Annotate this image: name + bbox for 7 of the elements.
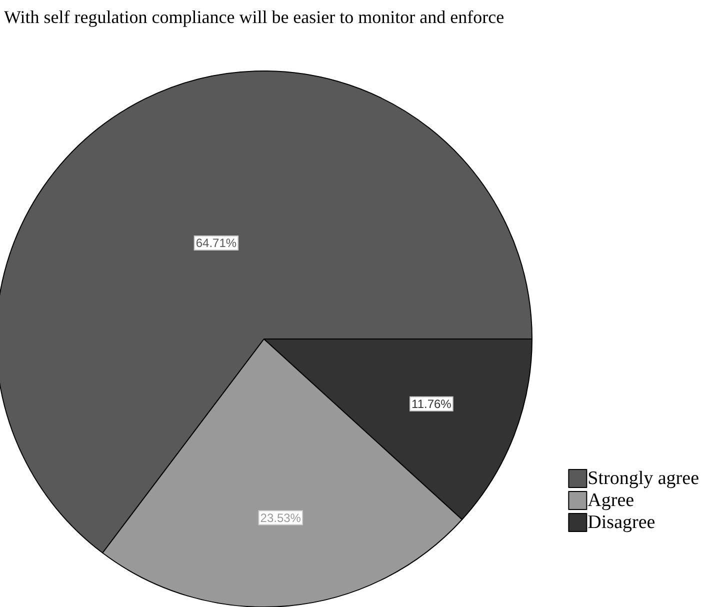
legend-label: Disagree xyxy=(588,512,656,533)
legend-label: Strongly agree xyxy=(588,468,699,489)
data-label: 23.53% xyxy=(260,510,302,525)
chart-title: With self regulation compliance will be easier to monitor and enforce xyxy=(4,7,504,27)
data-label: 11.76% xyxy=(412,396,452,411)
legend-label: Agree xyxy=(588,490,634,511)
data-label: 64.71% xyxy=(196,236,237,250)
